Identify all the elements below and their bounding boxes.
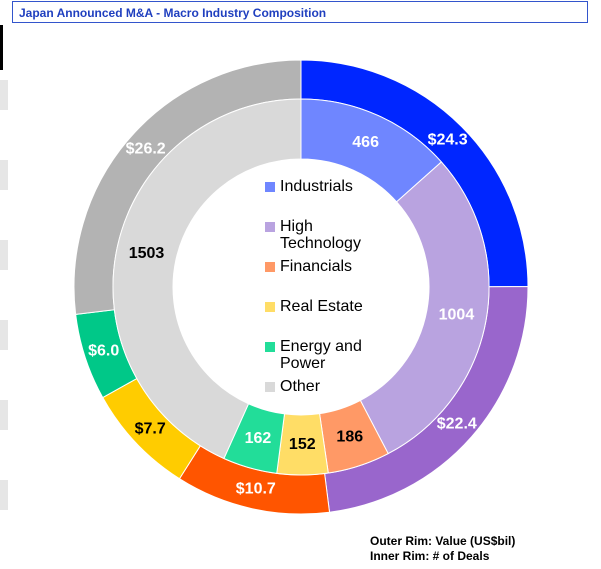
edge-bar xyxy=(0,80,8,110)
legend-swatch xyxy=(265,342,275,352)
legend-label: Energy and Power xyxy=(280,338,362,372)
data-label: $6.0 xyxy=(88,342,119,359)
legend-swatch xyxy=(265,382,275,392)
chart-title: Japan Announced M&A - Macro Industry Com… xyxy=(12,1,588,23)
data-label: 162 xyxy=(245,430,272,447)
edge-bar xyxy=(0,240,8,270)
edge-bar xyxy=(0,320,8,350)
inner-note: Inner Rim: # of Deals xyxy=(370,549,490,563)
donut-segment xyxy=(112,98,302,460)
data-label: 1503 xyxy=(129,245,165,262)
legend-label: Real Estate xyxy=(280,298,363,315)
data-label: 466 xyxy=(352,134,379,151)
data-label: $24.3 xyxy=(428,131,468,148)
legend-swatch xyxy=(265,262,275,272)
legend-label: Financials xyxy=(280,258,353,275)
data-label: 186 xyxy=(336,428,363,445)
data-label: 152 xyxy=(289,436,316,453)
data-label: $26.2 xyxy=(126,141,166,158)
data-label: $22.4 xyxy=(437,415,477,432)
outer-note: Outer Rim: Value (US$bil) xyxy=(370,534,516,548)
legend-swatch xyxy=(265,182,275,192)
legend-label: High Technology xyxy=(280,218,361,252)
data-label: $10.7 xyxy=(236,481,276,498)
legend-label: Other xyxy=(280,378,321,395)
legend-swatch xyxy=(265,222,275,232)
edge-bar xyxy=(0,25,3,70)
edge-bar xyxy=(0,400,8,430)
data-label: $7.7 xyxy=(135,421,166,438)
edge-bar xyxy=(0,480,8,510)
donut-segment xyxy=(359,161,490,455)
edge-bar xyxy=(0,160,8,190)
legend-label: Industrials xyxy=(280,178,353,195)
legend-swatch xyxy=(265,302,275,312)
data-label: 1004 xyxy=(439,307,475,324)
